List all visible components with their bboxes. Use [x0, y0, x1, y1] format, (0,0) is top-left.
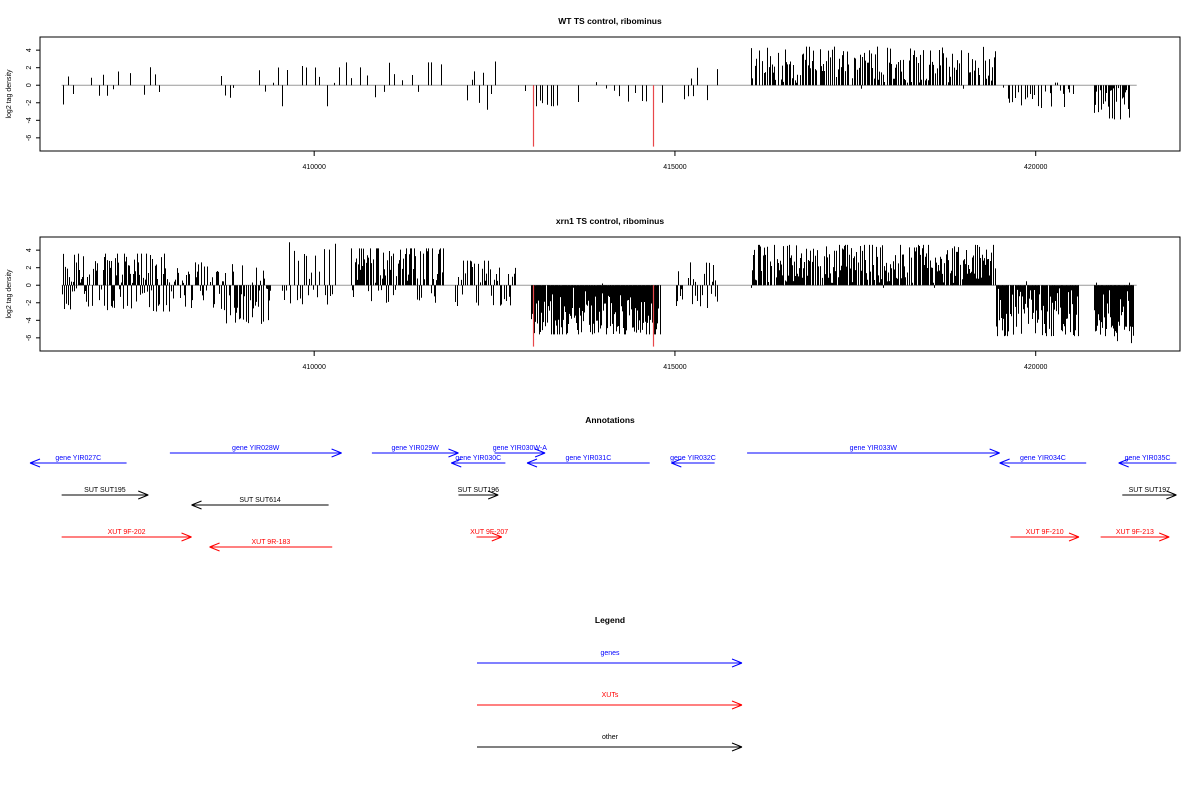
legend-arrow — [477, 658, 743, 668]
track-title: xrn1 TS control, ribominus — [556, 216, 664, 226]
y-axis: -6 -4 -2 0 2 4 — [26, 48, 41, 141]
annotation-label: gene YIR027C — [55, 455, 101, 462]
y-tick-label: 4 — [26, 48, 33, 52]
annotation-label: SUT SUT614 — [239, 497, 281, 504]
annotation-arrow — [209, 542, 333, 552]
y-tick-label: 2 — [26, 266, 33, 270]
x-tick-label: 415000 — [663, 164, 686, 171]
annotation-label: gene YIR029W — [392, 445, 440, 452]
annotation-arrow — [1010, 532, 1080, 542]
annotation-label: XUT 9F-213 — [1116, 529, 1154, 536]
annotation-arrow — [747, 448, 1000, 458]
legend-label: XUTs — [602, 692, 619, 699]
annotation-arrow — [451, 458, 506, 468]
y-tick-label: 2 — [26, 66, 33, 70]
annotation-label: XUT 9F-202 — [108, 529, 146, 536]
annotation-arrow — [191, 500, 329, 510]
track-title: WT TS control, ribominus — [558, 16, 662, 26]
annotations-title: Annotations — [585, 415, 635, 425]
y-tick-label: -2 — [26, 300, 33, 306]
annotation-arrow — [494, 448, 546, 458]
legend-arrow — [477, 742, 743, 752]
annotation-label: gene YIR030W-A — [493, 445, 548, 452]
annotation-arrow — [61, 490, 149, 500]
y-tick-label: -4 — [26, 117, 33, 123]
y-tick-label: 0 — [26, 283, 33, 287]
legend-panel: Legend genes XUTs other — [477, 615, 743, 752]
y-tick-label: 0 — [26, 83, 33, 87]
legend-label: other — [602, 734, 619, 741]
annotation-label: SUT SUT196 — [458, 487, 500, 494]
y-tick-label: -6 — [26, 335, 33, 341]
legend-items: genes XUTs other — [477, 650, 743, 752]
track-xrn1: xrn1 TS control, ribominus log2 tag dens… — [6, 216, 1181, 371]
annotation-label: gene YIR030C — [455, 455, 501, 462]
y-tick-label: 4 — [26, 248, 33, 252]
annotation-arrow — [371, 448, 459, 458]
annotation-arrow — [61, 532, 192, 542]
annotation-arrow — [476, 532, 502, 542]
annotation-label: SUT SUT197 — [1129, 487, 1171, 494]
annotation-label: XUT 9R-183 — [251, 539, 290, 546]
annotation-arrow — [29, 458, 127, 468]
annotation-label: gene YIR031C — [565, 455, 611, 462]
x-tick-label: 410000 — [302, 364, 325, 371]
x-tick-label: 410000 — [302, 164, 325, 171]
track-wt: WT TS control, ribominus log2 tag densit… — [6, 16, 1181, 171]
annotation-label: gene YIR028W — [232, 445, 280, 452]
y-tick-label: -6 — [26, 135, 33, 141]
annotation-label: SUT SUT195 — [84, 487, 126, 494]
annotation-arrow — [1100, 532, 1170, 542]
annotation-label: XUT 9F-210 — [1026, 529, 1064, 536]
x-tick-label: 420000 — [1024, 364, 1047, 371]
x-axis: 410000 415000 420000 — [302, 150, 1047, 171]
x-axis: 410000 415000 420000 — [302, 350, 1047, 371]
y-axis-label: log2 tag density — [6, 269, 13, 319]
annotation-label: gene YIR032C — [670, 455, 716, 462]
highlight-bar-group — [532, 85, 655, 147]
annotation-label: gene YIR033W — [850, 445, 898, 452]
annotation-arrow — [458, 490, 499, 500]
legend-title: Legend — [595, 615, 625, 625]
legend-arrow — [477, 700, 743, 710]
annotation-arrow — [169, 448, 342, 458]
annotation-arrow — [999, 458, 1087, 468]
annotation-arrow — [526, 458, 650, 468]
y-axis: -6 -4 -2 0 2 4 — [26, 248, 41, 341]
y-axis-label: log2 tag density — [6, 69, 13, 119]
legend-label: genes — [600, 650, 620, 657]
annotation-label: XUT 9F-207 — [470, 529, 508, 536]
bar-group — [61, 46, 1137, 120]
highlight-bar-group — [532, 285, 655, 347]
annotation-arrow — [671, 458, 715, 468]
annotation-arrow — [1118, 458, 1177, 468]
annotation-arrow — [1122, 490, 1177, 500]
y-tick-label: -2 — [26, 100, 33, 106]
annotation-label: gene YIR035C — [1125, 455, 1171, 462]
annotation-items: gene YIR027C gene YIR028W gene YIR029W gene… — [29, 445, 1177, 552]
y-tick-label: -4 — [26, 317, 33, 323]
bar-group — [61, 242, 1137, 344]
annotation-label: gene YIR034C — [1020, 455, 1066, 462]
x-tick-label: 415000 — [663, 364, 686, 371]
x-tick-label: 420000 — [1024, 164, 1047, 171]
